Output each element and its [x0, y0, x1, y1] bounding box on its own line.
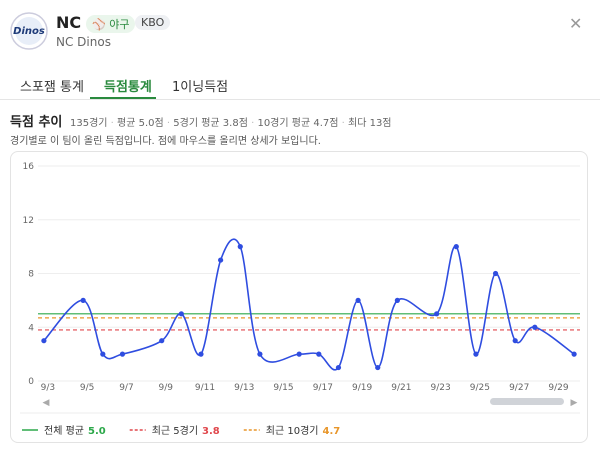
- score-point[interactable]: [375, 364, 381, 371]
- chart-card: [10, 151, 588, 443]
- x-tick-label: 9/21: [391, 383, 411, 393]
- team-logo: Dinos: [10, 12, 48, 50]
- score-point[interactable]: [100, 351, 106, 357]
- stats-line: 135경기 · 평균 5.0점 · 5경기 평균 3.8점 · 10경기 평균 …: [70, 114, 392, 129]
- stat: 평균 5.0점: [117, 118, 164, 129]
- sport-text: 야구: [109, 18, 130, 31]
- separator: ·: [107, 118, 118, 129]
- separator: ·: [163, 118, 174, 129]
- divider: [0, 99, 600, 100]
- legend-value: 3.8: [202, 426, 220, 437]
- score-point[interactable]: [571, 351, 577, 357]
- x-tick-label: 9/25: [470, 383, 490, 393]
- score-point[interactable]: [512, 338, 518, 344]
- score-point[interactable]: [532, 324, 538, 330]
- score-point[interactable]: [41, 338, 47, 344]
- section-title: 득점 추이: [10, 115, 63, 130]
- score-point[interactable]: [492, 270, 499, 277]
- tab[interactable]: 스포잼 통계: [20, 80, 84, 95]
- x-tick-label: 9/23: [431, 383, 451, 393]
- x-tick-label: 9/5: [80, 383, 94, 393]
- sport-badge: ⚾ 야구: [86, 15, 136, 33]
- y-tick-label: 12: [23, 216, 34, 226]
- x-tick-label: 9/11: [195, 383, 215, 393]
- separator: ·: [338, 118, 348, 129]
- score-point[interactable]: [296, 351, 302, 357]
- score-point[interactable]: [80, 297, 86, 303]
- score-point[interactable]: [178, 311, 184, 317]
- legend-value: 5.0: [88, 426, 106, 437]
- y-tick-label: 8: [28, 270, 34, 280]
- score-point[interactable]: [237, 244, 243, 250]
- x-tick-label: 9/17: [313, 383, 333, 393]
- team-name: NC: [56, 13, 82, 32]
- x-tick-label: 9/7: [119, 383, 133, 393]
- x-tick-label: 9/19: [352, 383, 372, 393]
- x-tick-label: 9/13: [234, 383, 254, 393]
- logo-text: Dinos: [13, 26, 45, 37]
- tab[interactable]: 득점통계: [104, 80, 152, 95]
- score-point[interactable]: [473, 351, 479, 357]
- scroll-left[interactable]: ◀: [43, 398, 50, 408]
- close-button[interactable]: ✕: [569, 14, 583, 33]
- legend-label: 최근 10경기: [266, 424, 319, 437]
- stat: 10경기 평균 4.7점: [257, 118, 339, 129]
- description: 경기별로 이 팀이 올린 득점입니다. 점에 마우스를 올리면 상세가 보입니다…: [10, 136, 321, 147]
- score-point[interactable]: [159, 338, 165, 344]
- scroll-thumb[interactable]: [490, 398, 564, 405]
- y-tick-label: 16: [23, 162, 35, 172]
- legend-label: 전체 평균: [44, 425, 84, 437]
- score-point[interactable]: [434, 311, 440, 317]
- score-point[interactable]: [355, 297, 361, 303]
- x-tick-label: 9/9: [158, 383, 173, 393]
- x-tick-label: 9/27: [509, 383, 529, 393]
- score-line: [43, 238, 575, 371]
- x-tick-label: 9/29: [548, 383, 568, 393]
- stat: 최다 13점: [348, 118, 392, 129]
- stat: 5경기 평균 3.8점: [173, 118, 248, 129]
- legend-value: 4.7: [322, 426, 340, 437]
- scroll-right[interactable]: ▶: [571, 398, 578, 408]
- score-point[interactable]: [453, 244, 459, 250]
- score-point[interactable]: [316, 351, 322, 357]
- legend-label: 최근 5경기: [152, 424, 198, 437]
- y-tick-label: 4: [28, 323, 34, 333]
- active-tab-underline: [90, 97, 156, 99]
- separator: ·: [247, 118, 258, 129]
- x-tick-label: 9/3: [41, 383, 55, 393]
- score-point[interactable]: [218, 257, 224, 263]
- score-point[interactable]: [335, 364, 342, 371]
- league-badge: KBO: [135, 15, 171, 30]
- tab[interactable]: 1이닝득점: [172, 80, 229, 95]
- score-point[interactable]: [198, 351, 204, 357]
- team-full-name: NC Dinos: [56, 35, 111, 49]
- score-point[interactable]: [119, 351, 126, 357]
- x-tick-label: 9/15: [273, 383, 293, 393]
- score-point[interactable]: [394, 297, 400, 303]
- stat: 135경기: [70, 118, 108, 129]
- y-tick-label: 0: [28, 377, 34, 387]
- score-point[interactable]: [257, 351, 263, 357]
